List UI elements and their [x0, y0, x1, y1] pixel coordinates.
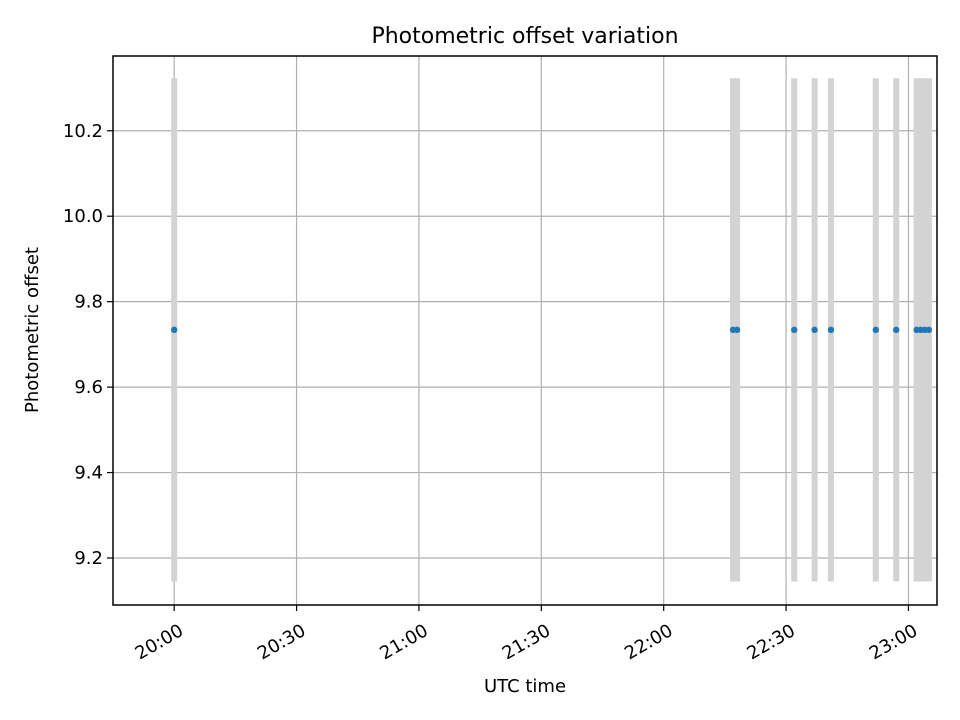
data-point [170, 326, 178, 334]
data-point [733, 326, 741, 334]
data-point [811, 326, 818, 334]
y-tick-label: 9.2 [74, 548, 103, 569]
chart-title: Photometric offset variation [371, 24, 678, 49]
data-point [925, 326, 933, 334]
data-point [893, 326, 900, 334]
y-tick-label: 10.0 [63, 206, 103, 227]
y-tick-label: 10.2 [63, 121, 103, 142]
y-axis-label: Photometric offset [22, 247, 43, 413]
plot-area-frame [112, 55, 938, 606]
data-point [872, 326, 880, 334]
data-points [170, 326, 933, 334]
grid-lines [113, 56, 937, 605]
y-axis-ticks: 9.2 9.4 9.6 9.8 10.0 10.2 [63, 121, 113, 569]
y-tick-label: 9.6 [74, 377, 103, 398]
data-point [791, 326, 798, 334]
y-tick-label: 9.8 [74, 292, 103, 313]
y-tick-label: 9.4 [74, 463, 103, 484]
x-axis-label: UTC time [484, 676, 566, 697]
data-point [827, 326, 835, 334]
